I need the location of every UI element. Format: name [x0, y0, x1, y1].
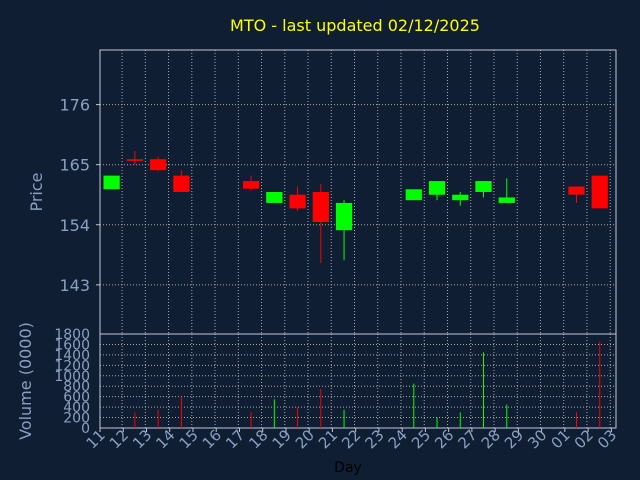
x-ticks: 1112131415161718192021222324252627282930…	[83, 426, 621, 452]
candle-body	[126, 159, 143, 161]
candle-body	[428, 181, 446, 195]
candle-body	[335, 202, 353, 231]
candle-26	[452, 192, 469, 206]
chart-title: MTO - last updated 02/12/2025	[230, 16, 480, 35]
candle-14	[173, 170, 190, 192]
volume-tick-label: 1000	[54, 369, 90, 385]
volume-tick-label: 1400	[54, 348, 90, 364]
volume-grid	[100, 333, 616, 429]
x-axis-label: Day	[334, 460, 362, 476]
candle-body	[149, 159, 167, 171]
candle-17	[242, 175, 260, 191]
candle-body	[452, 194, 469, 201]
volume-tick-label: 1600	[54, 337, 90, 353]
candle-18	[266, 192, 283, 203]
candle-body	[103, 175, 120, 190]
volume-tick-label: 1800	[54, 327, 90, 343]
volume-bars	[134, 341, 601, 428]
candle-13	[149, 156, 167, 172]
volume-tick-label: 1200	[54, 358, 90, 374]
volume-tick-label: 400	[63, 400, 90, 416]
volume-panel-frame	[99, 333, 617, 429]
candle-24	[405, 189, 422, 201]
candle-body	[498, 197, 515, 203]
volume-tick-label: 800	[63, 379, 90, 395]
candle-body	[312, 192, 329, 223]
price-tick-label: 143	[59, 276, 90, 295]
candle-body	[475, 181, 492, 192]
candle-25	[428, 181, 446, 201]
volume-tick-label: 200	[63, 411, 90, 427]
candles	[103, 151, 608, 263]
candle-01	[568, 186, 585, 203]
candle-27	[475, 181, 492, 198]
candle-19	[289, 186, 306, 212]
candle-body	[242, 181, 260, 189]
candle-11	[103, 175, 120, 190]
candle-body	[568, 186, 585, 195]
volume-axis-label: Volume (0000)	[16, 322, 35, 440]
price-tick-label: 176	[59, 96, 90, 115]
candle-02	[591, 175, 608, 209]
price-y-ticks: 143 154 165 176	[59, 96, 100, 295]
price-tick-label: 165	[59, 156, 90, 175]
candle-body	[266, 192, 283, 203]
candle-body	[289, 194, 306, 209]
candle-body	[591, 175, 608, 209]
candle-21	[335, 200, 353, 261]
candle-28	[498, 178, 515, 203]
candle-body	[173, 175, 190, 192]
candle-body	[405, 189, 422, 201]
price-grid	[100, 50, 616, 334]
volume-tick-label: 0	[81, 421, 90, 437]
volume-tick-label: 600	[63, 390, 90, 406]
price-axis-label: Price	[27, 172, 46, 211]
candle-12	[126, 151, 143, 165]
candle-20	[312, 183, 329, 263]
price-tick-label: 154	[59, 216, 90, 235]
